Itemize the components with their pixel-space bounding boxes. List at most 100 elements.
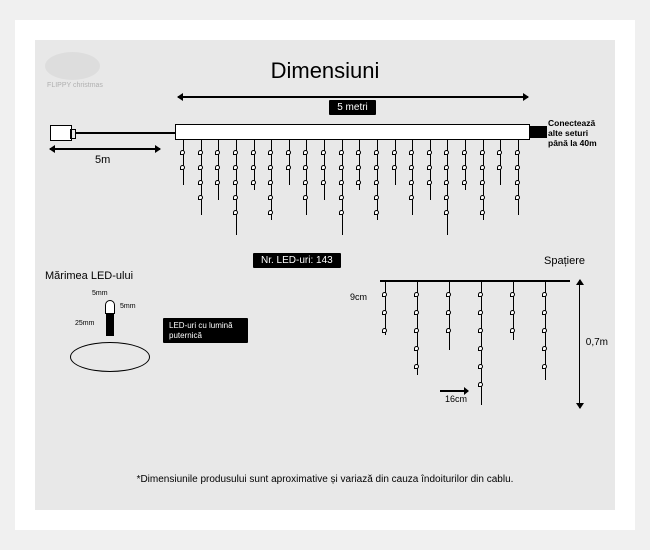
led-icon — [510, 328, 515, 333]
led-icon — [233, 180, 238, 185]
led-icon — [414, 364, 419, 369]
led-icon — [374, 180, 379, 185]
led-icon — [478, 346, 483, 351]
led-icon — [497, 150, 502, 155]
strand — [324, 140, 325, 200]
product-diagram: FLIPPY christmas Dimensiuni 5m 5 metri C… — [15, 20, 635, 530]
brand-logo: FLIPPY christmas — [45, 52, 105, 97]
led-strands — [183, 140, 523, 240]
strand — [201, 140, 202, 215]
spacing-gap-arrow — [440, 390, 468, 392]
led-icon — [374, 150, 379, 155]
led-dim-width: 5mm — [92, 290, 108, 297]
spacing-strand — [417, 280, 418, 375]
spacing-strand — [513, 280, 514, 340]
led-desc-wrap: LED-uri cu lumină puternică — [163, 318, 248, 343]
led-icon — [462, 180, 467, 185]
led-icon — [356, 150, 361, 155]
led-icon — [444, 150, 449, 155]
led-icon — [392, 150, 397, 155]
led-icon — [480, 195, 485, 200]
strand — [218, 140, 219, 200]
led-size-diagram: 5mm 5mm 25mm LED-uri cu lumină puternică — [65, 290, 165, 400]
led-icon — [409, 195, 414, 200]
cable-dimension-arrow — [50, 148, 160, 150]
spacing-strand — [481, 280, 482, 405]
led-icon — [510, 292, 515, 297]
led-icon — [414, 346, 419, 351]
led-desc-badge: LED-uri cu lumină puternică — [163, 318, 248, 343]
strand — [518, 140, 519, 215]
led-icon — [444, 180, 449, 185]
strand — [289, 140, 290, 185]
led-icon — [478, 292, 483, 297]
led-icon — [480, 210, 485, 215]
led-icon — [321, 150, 326, 155]
led-icon — [462, 150, 467, 155]
led-icon — [215, 165, 220, 170]
led-icon — [444, 165, 449, 170]
led-icon — [198, 180, 203, 185]
led-icon — [321, 165, 326, 170]
strand — [271, 140, 272, 220]
strand — [306, 140, 307, 215]
strand — [447, 140, 448, 235]
page-title: Dimensiuni — [271, 58, 380, 84]
led-icon — [180, 150, 185, 155]
led-count-wrap: Nr. LED-uri: 143 — [253, 250, 341, 268]
led-icon — [251, 180, 256, 185]
led-icon — [198, 150, 203, 155]
led-icon — [233, 165, 238, 170]
spacing-top-bar — [380, 280, 570, 282]
led-icon — [251, 165, 256, 170]
led-icon — [480, 150, 485, 155]
led-icon — [427, 150, 432, 155]
led-icon — [268, 180, 273, 185]
led-icon — [339, 165, 344, 170]
strand — [465, 140, 466, 190]
led-icon — [409, 150, 414, 155]
led-count-badge: Nr. LED-uri: 143 — [253, 253, 341, 268]
led-icon — [268, 195, 273, 200]
cable-length-label: 5m — [95, 154, 110, 166]
strand — [359, 140, 360, 190]
led-icon — [339, 180, 344, 185]
cable-line — [75, 132, 175, 134]
led-icon — [233, 195, 238, 200]
led-icon — [497, 165, 502, 170]
spacing-strand — [385, 280, 386, 335]
led-icon — [515, 150, 520, 155]
spacing-strand — [449, 280, 450, 350]
led-icon — [480, 165, 485, 170]
led-size-section: Mărimea LED-ului 5mm 5mm 25mm LED-uri cu… — [45, 270, 255, 400]
led-icon — [382, 310, 387, 315]
led-icon — [427, 165, 432, 170]
led-icon — [444, 195, 449, 200]
led-icon — [542, 292, 547, 297]
logo-text: FLIPPY christmas — [47, 82, 103, 89]
led-icon — [374, 165, 379, 170]
led-icon — [480, 180, 485, 185]
led-icon — [180, 165, 185, 170]
spacing-height-arrow — [579, 280, 581, 408]
spacing-strand-gap: 16cm — [445, 394, 467, 404]
led-icon — [382, 328, 387, 333]
led-icon — [374, 195, 379, 200]
led-icon — [446, 328, 451, 333]
strand — [483, 140, 484, 220]
strand — [342, 140, 343, 235]
spacing-section: Spațiere 9cm 16cm 0,7m — [350, 255, 600, 422]
led-icon — [414, 292, 419, 297]
main-cable-bar — [175, 124, 530, 140]
led-icon — [215, 180, 220, 185]
led-size-title: Mărimea LED-ului — [45, 270, 255, 282]
strand — [430, 140, 431, 200]
strand — [183, 140, 184, 185]
led-icon — [409, 180, 414, 185]
led-icon — [339, 210, 344, 215]
plug-icon — [50, 125, 72, 141]
led-icon — [542, 364, 547, 369]
led-icon — [268, 210, 273, 215]
led-icon — [542, 346, 547, 351]
led-icon — [446, 310, 451, 315]
